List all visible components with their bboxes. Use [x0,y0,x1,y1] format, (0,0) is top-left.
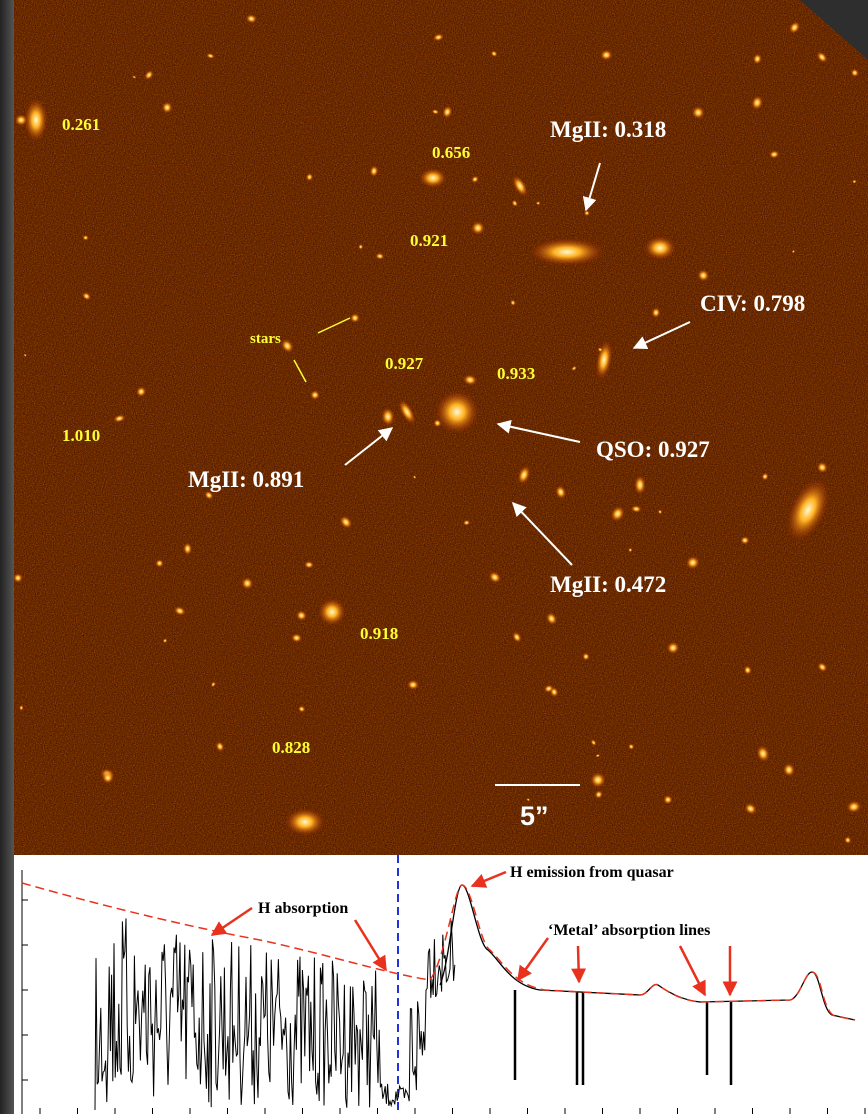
scale-bar-label: 5” [520,801,549,831]
redshift-label: 0.261 [62,115,100,134]
galaxy [529,238,605,266]
redshift-label: 1.010 [62,426,100,445]
absorber-label: CIV: 0.798 [700,291,805,316]
redshift-label: 0.927 [385,354,424,373]
redshift-label: 0.918 [360,624,398,643]
galaxy [634,475,646,495]
redshift-label: 0.656 [432,143,470,162]
spectrum-annotation: H emission from quasar [510,864,674,881]
galaxy [435,390,479,434]
galaxy [310,390,320,400]
absorber-label: MgII: 0.472 [550,572,666,597]
stars-label: stars [250,331,281,347]
galaxy [471,221,485,235]
sky-image [13,0,868,855]
redshift-label: 0.933 [497,364,535,383]
galaxy [590,772,606,788]
absorber-label: MgII: 0.891 [188,467,304,492]
galaxy [350,313,360,323]
galaxy [13,573,23,583]
galaxy [419,168,447,188]
redshift-label: 0.828 [272,738,310,757]
galaxy [644,236,676,260]
figure: 0.261 0.656 0.921 0.927 0.933 1.010 0.91… [0,0,868,1114]
galaxy [285,808,325,836]
spectrum-panel: H emission from quasar H absorption ‘Met… [14,855,868,1114]
spectrum-annotation: H absorption [258,900,348,917]
galaxy [318,598,346,626]
side-strip [0,0,14,1114]
absorber-label: QSO: 0.927 [596,437,710,462]
spectrum-annotation: ‘Metal’ absorption lines [548,922,710,939]
redshift-label: 0.921 [410,231,448,250]
absorber-label: MgII: 0.318 [550,117,666,142]
